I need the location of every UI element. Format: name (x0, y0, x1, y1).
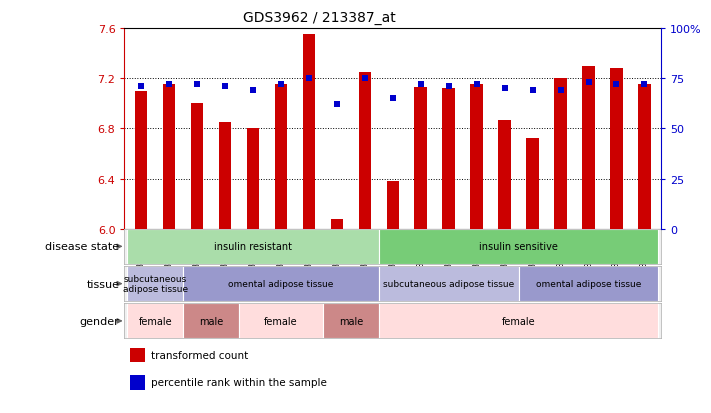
Text: omental adipose tissue: omental adipose tissue (536, 280, 641, 288)
Point (220, 84, 231, 90)
Bar (135, 92, 147, 229)
Text: percentile rank within the sample: percentile rank within the sample (151, 377, 327, 387)
Point (611, 82, 622, 88)
Bar (582, 66, 595, 229)
Text: disease state: disease state (46, 242, 119, 252)
Bar (331, 219, 343, 229)
Point (499, 85, 510, 92)
Bar (638, 85, 651, 229)
Point (164, 82, 175, 88)
Bar (127, 304, 183, 339)
Bar (387, 182, 399, 229)
Bar (379, 229, 658, 264)
Point (136, 84, 147, 90)
Point (275, 82, 287, 88)
Bar (303, 35, 315, 229)
Point (555, 88, 566, 94)
Text: GDS3962 / 213387_at: GDS3962 / 213387_at (242, 11, 395, 25)
Text: female: female (139, 316, 172, 326)
Text: gender: gender (80, 316, 119, 326)
Point (359, 76, 370, 82)
Bar (127, 229, 379, 264)
Text: subcutaneous adipose tissue: subcutaneous adipose tissue (383, 280, 514, 288)
Bar (379, 304, 658, 339)
Text: female: female (264, 316, 298, 326)
Text: tissue: tissue (87, 279, 119, 289)
Bar (610, 69, 623, 229)
Point (583, 80, 594, 86)
Bar (323, 304, 379, 339)
Text: female: female (502, 316, 535, 326)
Bar (247, 129, 260, 229)
Point (191, 82, 203, 88)
Bar (498, 120, 511, 229)
Point (304, 76, 315, 82)
Point (443, 84, 454, 90)
Point (471, 82, 482, 88)
Bar (274, 85, 287, 229)
Bar (526, 139, 539, 229)
Text: transformed count: transformed count (151, 350, 249, 360)
Point (415, 82, 427, 88)
Bar (127, 266, 183, 301)
Bar (219, 123, 231, 229)
Bar (130, 348, 145, 363)
Bar (518, 266, 658, 301)
Bar (130, 375, 145, 390)
Bar (183, 266, 379, 301)
Text: insulin sensitive: insulin sensitive (479, 242, 558, 252)
Point (331, 102, 343, 108)
Bar (183, 304, 239, 339)
Bar (379, 266, 518, 301)
Bar (555, 79, 567, 229)
Bar (191, 104, 203, 229)
Bar (442, 89, 455, 229)
Bar (163, 85, 176, 229)
Point (638, 82, 650, 88)
Text: subcutaneous
adipose tissue: subcutaneous adipose tissue (122, 274, 188, 294)
Point (387, 96, 399, 102)
Bar (239, 304, 323, 339)
Text: insulin resistant: insulin resistant (214, 242, 292, 252)
Text: male: male (338, 316, 363, 326)
Text: omental adipose tissue: omental adipose tissue (228, 280, 333, 288)
Point (247, 88, 259, 94)
Point (527, 88, 538, 94)
Bar (471, 85, 483, 229)
Bar (358, 73, 371, 229)
Text: male: male (199, 316, 223, 326)
Bar (415, 88, 427, 229)
